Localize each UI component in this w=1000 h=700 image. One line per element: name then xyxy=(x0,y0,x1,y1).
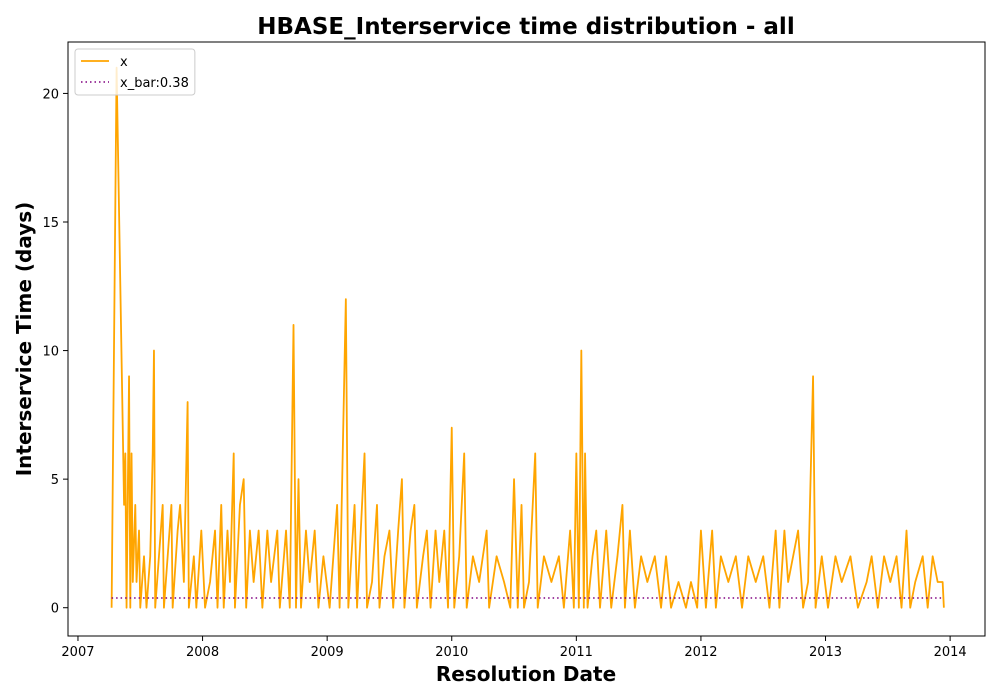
plot-frame xyxy=(67,41,986,637)
y-axis-label: Interservice Time (days) xyxy=(12,202,36,477)
x-tick-label: 2011 xyxy=(560,645,593,660)
legend-label: x xyxy=(120,55,128,70)
y-tick-label: 0 xyxy=(51,602,59,617)
x-tick-label: 2008 xyxy=(186,645,219,660)
y-tick-label: 20 xyxy=(42,87,59,102)
chart-title: HBASE_Interservice time distribution - a… xyxy=(257,14,794,40)
x-tick-label: 2010 xyxy=(435,645,468,660)
legend-label: x_bar:0.38 xyxy=(120,76,189,91)
legend: x x_bar:0.38 xyxy=(74,48,196,96)
x-tick-label: 2013 xyxy=(809,645,842,660)
x-tick-label: 2014 xyxy=(934,645,967,660)
x-tick-label: 2009 xyxy=(311,645,344,660)
x-tick-label: 2012 xyxy=(684,645,717,660)
series-line xyxy=(110,66,945,609)
y-tick-label: 5 xyxy=(51,473,59,488)
x-tick-label: 2007 xyxy=(61,645,94,660)
x-axis-label: Resolution Date xyxy=(436,662,616,686)
y-tick-label: 15 xyxy=(42,216,59,231)
y-tick-label: 10 xyxy=(42,345,59,360)
